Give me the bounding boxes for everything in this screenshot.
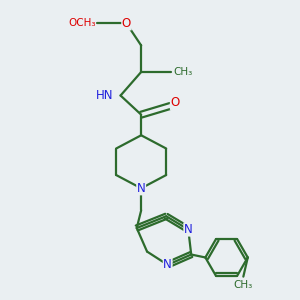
Text: O: O (170, 96, 180, 110)
Text: OCH₃: OCH₃ (68, 18, 95, 28)
Text: HN: HN (96, 89, 113, 102)
Text: N: N (184, 223, 193, 236)
Text: N: N (163, 258, 172, 271)
Text: CH₃: CH₃ (234, 280, 253, 290)
Text: N: N (137, 182, 146, 195)
Text: OCH₃: OCH₃ (68, 18, 94, 28)
Text: CH₃: CH₃ (174, 67, 193, 77)
Text: O: O (122, 17, 131, 30)
